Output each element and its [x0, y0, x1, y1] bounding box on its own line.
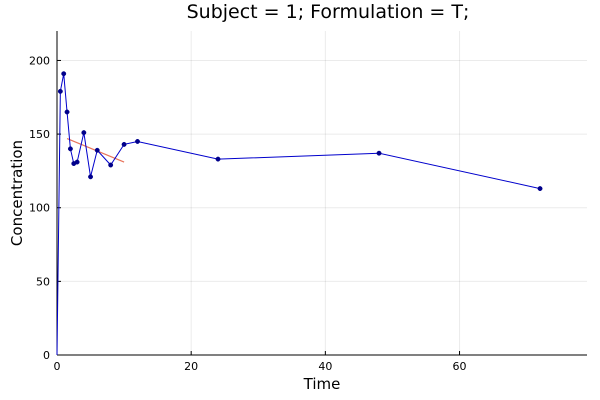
data-point: [61, 71, 67, 77]
x-tick-label: 60: [453, 360, 467, 373]
data-point: [108, 162, 114, 168]
series-line: [56, 73, 541, 356]
data-point: [64, 109, 70, 115]
data-point: [88, 174, 93, 180]
data-point: [81, 130, 87, 136]
data-point: [215, 156, 221, 162]
chart-title: Subject = 1; Formulation = T;: [187, 1, 470, 23]
series-layer: [56, 71, 543, 356]
axes: [56, 31, 587, 356]
data-point: [74, 159, 80, 165]
grid: [56, 31, 587, 356]
data-point: [67, 146, 73, 152]
x-tick-label: 20: [184, 360, 198, 373]
y-tick-label: 100: [29, 202, 50, 215]
data-point: [57, 88, 63, 94]
y-tick-label: 200: [29, 54, 50, 67]
x-tick-label: 0: [54, 360, 61, 373]
y-axis-label: Concentration: [8, 140, 26, 246]
data-point: [376, 150, 382, 156]
y-tick-label: 0: [43, 349, 50, 362]
y-tick-label: 150: [29, 128, 50, 141]
data-point: [94, 147, 100, 153]
y-tick-label: 50: [36, 275, 50, 288]
data-point: [537, 186, 543, 192]
x-tick-label: 40: [318, 360, 332, 373]
data-point: [135, 139, 140, 144]
tick-labels: 0 20 40 60 0 50 100 150 200: [29, 54, 467, 373]
data-point: [121, 141, 127, 147]
x-axis-label: Time: [303, 375, 341, 393]
